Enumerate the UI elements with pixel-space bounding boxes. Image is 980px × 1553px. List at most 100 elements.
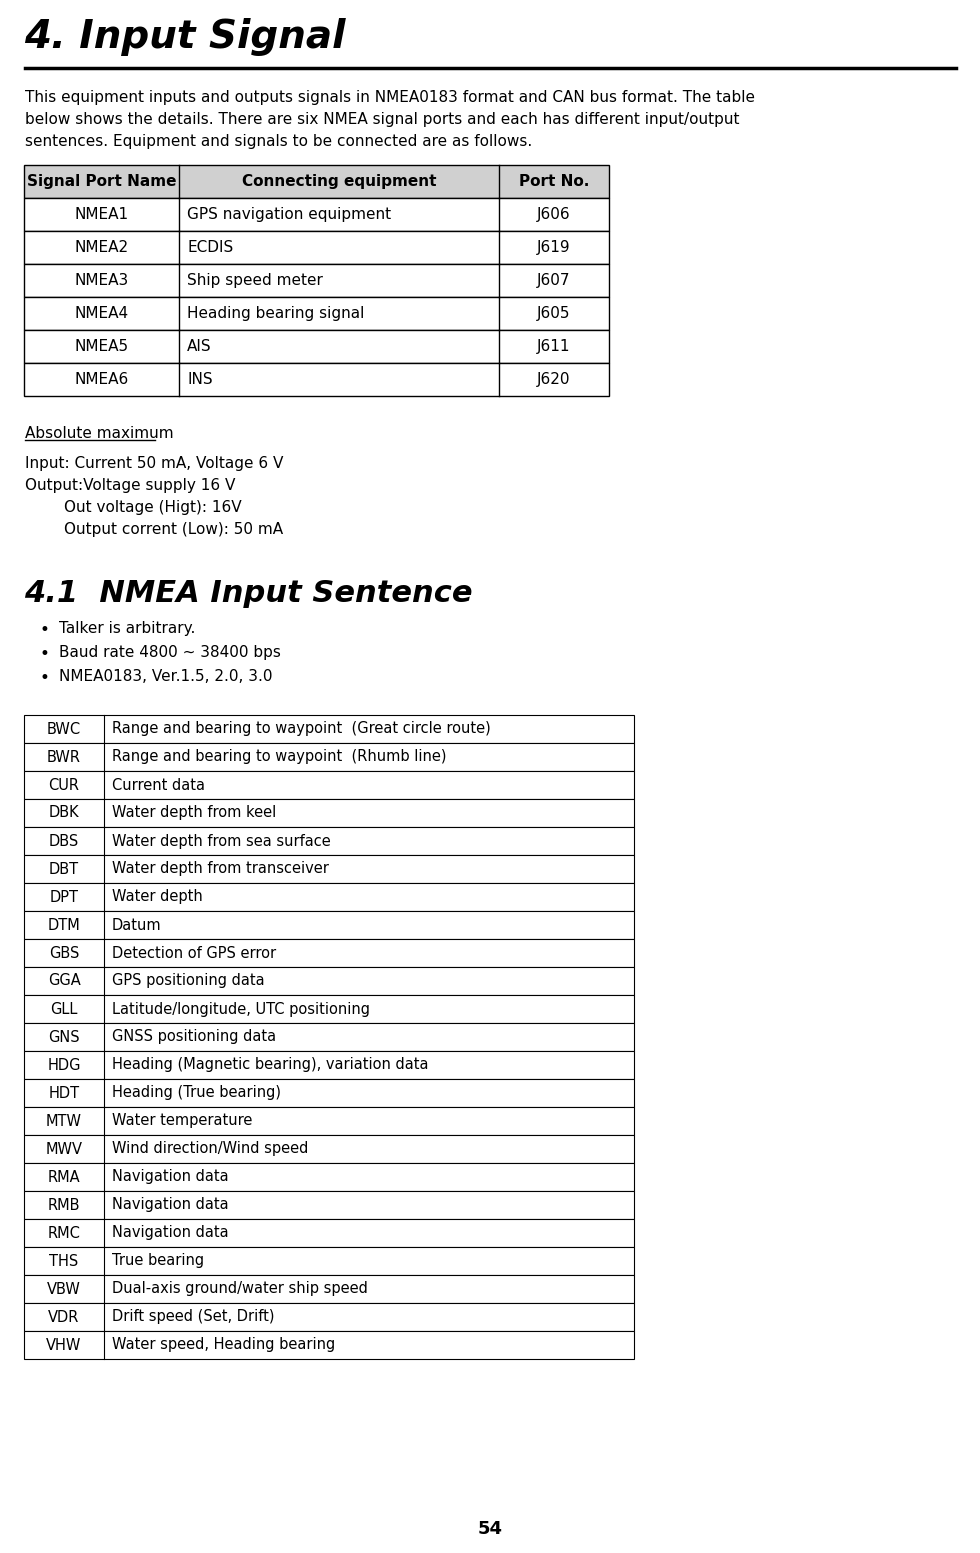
Text: NMEA1: NMEA1 — [74, 207, 128, 222]
Text: Ship speed meter: Ship speed meter — [187, 273, 322, 287]
Bar — [24, 197, 609, 231]
Bar — [24, 856, 634, 884]
Text: DPT: DPT — [50, 890, 78, 904]
Text: Water speed, Heading bearing: Water speed, Heading bearing — [112, 1337, 335, 1353]
Text: Absolute maximum: Absolute maximum — [24, 426, 173, 441]
Text: NMEA0183, Ver.1.5, 2.0, 3.0: NMEA0183, Ver.1.5, 2.0, 3.0 — [59, 669, 272, 683]
Text: DBS: DBS — [49, 834, 79, 848]
Text: 54: 54 — [477, 1520, 503, 1537]
Bar — [24, 297, 609, 329]
Text: Water temperature: Water temperature — [112, 1114, 253, 1129]
Text: Signal Port Name: Signal Port Name — [26, 174, 176, 189]
Bar — [24, 1107, 634, 1135]
Text: Output corrent (Low): 50 mA: Output corrent (Low): 50 mA — [24, 522, 282, 537]
Text: VDR: VDR — [48, 1309, 79, 1325]
Text: Datum: Datum — [112, 918, 162, 932]
Text: THS: THS — [49, 1253, 78, 1269]
Text: GLL: GLL — [50, 1002, 77, 1017]
Bar — [24, 798, 634, 828]
Text: Water depth from transceiver: Water depth from transceiver — [112, 862, 329, 876]
Bar — [24, 1331, 634, 1359]
Text: J611: J611 — [537, 339, 570, 354]
Text: VHW: VHW — [46, 1337, 81, 1353]
Text: HDT: HDT — [48, 1086, 79, 1101]
Text: Range and bearing to waypoint  (Great circle route): Range and bearing to waypoint (Great cir… — [112, 722, 491, 736]
Bar — [24, 165, 609, 197]
Text: GNSS positioning data: GNSS positioning data — [112, 1030, 276, 1045]
Text: GPS navigation equipment: GPS navigation equipment — [187, 207, 391, 222]
Bar — [24, 1275, 634, 1303]
Bar — [24, 1303, 634, 1331]
Text: below shows the details. There are six NMEA signal ports and each has different : below shows the details. There are six N… — [24, 112, 739, 127]
Text: NMEA5: NMEA5 — [74, 339, 128, 354]
Bar — [24, 363, 609, 396]
Text: GBS: GBS — [49, 946, 79, 960]
Text: Drift speed (Set, Drift): Drift speed (Set, Drift) — [112, 1309, 274, 1325]
Bar — [24, 1079, 634, 1107]
Text: Heading bearing signal: Heading bearing signal — [187, 306, 365, 321]
Bar — [24, 912, 634, 940]
Bar — [24, 1023, 634, 1051]
Text: DBT: DBT — [49, 862, 79, 876]
Bar — [24, 828, 634, 856]
Text: Water depth: Water depth — [112, 890, 203, 904]
Text: INS: INS — [187, 373, 213, 387]
Text: AIS: AIS — [187, 339, 212, 354]
Bar — [24, 1163, 634, 1191]
Text: •: • — [39, 644, 49, 663]
Text: J619: J619 — [537, 241, 570, 255]
Text: Out voltage (Higt): 16V: Out voltage (Higt): 16V — [24, 500, 241, 516]
Bar — [24, 714, 634, 742]
Text: Detection of GPS error: Detection of GPS error — [112, 946, 276, 960]
Text: BWC: BWC — [47, 722, 81, 736]
Text: •: • — [39, 621, 49, 638]
Text: Talker is arbitrary.: Talker is arbitrary. — [59, 621, 195, 637]
Text: Connecting equipment: Connecting equipment — [242, 174, 436, 189]
Text: GNS: GNS — [48, 1030, 79, 1045]
Text: DBK: DBK — [49, 806, 79, 820]
Text: Current data: Current data — [112, 778, 205, 792]
Text: ECDIS: ECDIS — [187, 241, 233, 255]
Text: NMEA4: NMEA4 — [74, 306, 128, 321]
Text: Latitude/longitude, UTC positioning: Latitude/longitude, UTC positioning — [112, 1002, 370, 1017]
Text: Wind direction/Wind speed: Wind direction/Wind speed — [112, 1141, 309, 1157]
Text: Heading (True bearing): Heading (True bearing) — [112, 1086, 281, 1101]
Text: Input: Current 50 mA, Voltage 6 V: Input: Current 50 mA, Voltage 6 V — [24, 457, 283, 471]
Text: GPS positioning data: GPS positioning data — [112, 974, 265, 989]
Text: GGA: GGA — [48, 974, 80, 989]
Text: J620: J620 — [537, 373, 570, 387]
Text: Baud rate 4800 ~ 38400 bps: Baud rate 4800 ~ 38400 bps — [59, 644, 280, 660]
Bar — [24, 1219, 634, 1247]
Bar — [24, 1191, 634, 1219]
Text: Port No.: Port No. — [518, 174, 589, 189]
Text: DTM: DTM — [48, 918, 80, 932]
Text: J605: J605 — [537, 306, 570, 321]
Text: 4. Input Signal: 4. Input Signal — [24, 19, 346, 56]
Bar — [24, 329, 609, 363]
Text: CUR: CUR — [48, 778, 79, 792]
Text: True bearing: True bearing — [112, 1253, 204, 1269]
Text: BWR: BWR — [47, 750, 81, 764]
Text: RMB: RMB — [48, 1197, 80, 1213]
Bar — [24, 995, 634, 1023]
Bar — [24, 1051, 634, 1079]
Text: Water depth from keel: Water depth from keel — [112, 806, 276, 820]
Text: Output:Voltage supply 16 V: Output:Voltage supply 16 V — [24, 478, 235, 492]
Text: VBW: VBW — [47, 1281, 81, 1297]
Bar — [24, 1247, 634, 1275]
Text: sentences. Equipment and signals to be connected are as follows.: sentences. Equipment and signals to be c… — [24, 134, 532, 149]
Text: Heading (Magnetic bearing), variation data: Heading (Magnetic bearing), variation da… — [112, 1058, 428, 1073]
Text: MTW: MTW — [46, 1114, 82, 1129]
Text: Water depth from sea surface: Water depth from sea surface — [112, 834, 330, 848]
Text: RMA: RMA — [48, 1169, 80, 1185]
Text: 4.1  NMEA Input Sentence: 4.1 NMEA Input Sentence — [24, 579, 473, 609]
Bar — [24, 1135, 634, 1163]
Text: •: • — [39, 669, 49, 686]
Text: Navigation data: Navigation data — [112, 1169, 228, 1185]
Bar — [24, 770, 634, 798]
Text: NMEA6: NMEA6 — [74, 373, 128, 387]
Bar — [24, 231, 609, 264]
Bar — [24, 742, 634, 770]
Text: RMC: RMC — [48, 1225, 80, 1241]
Text: NMEA2: NMEA2 — [74, 241, 128, 255]
